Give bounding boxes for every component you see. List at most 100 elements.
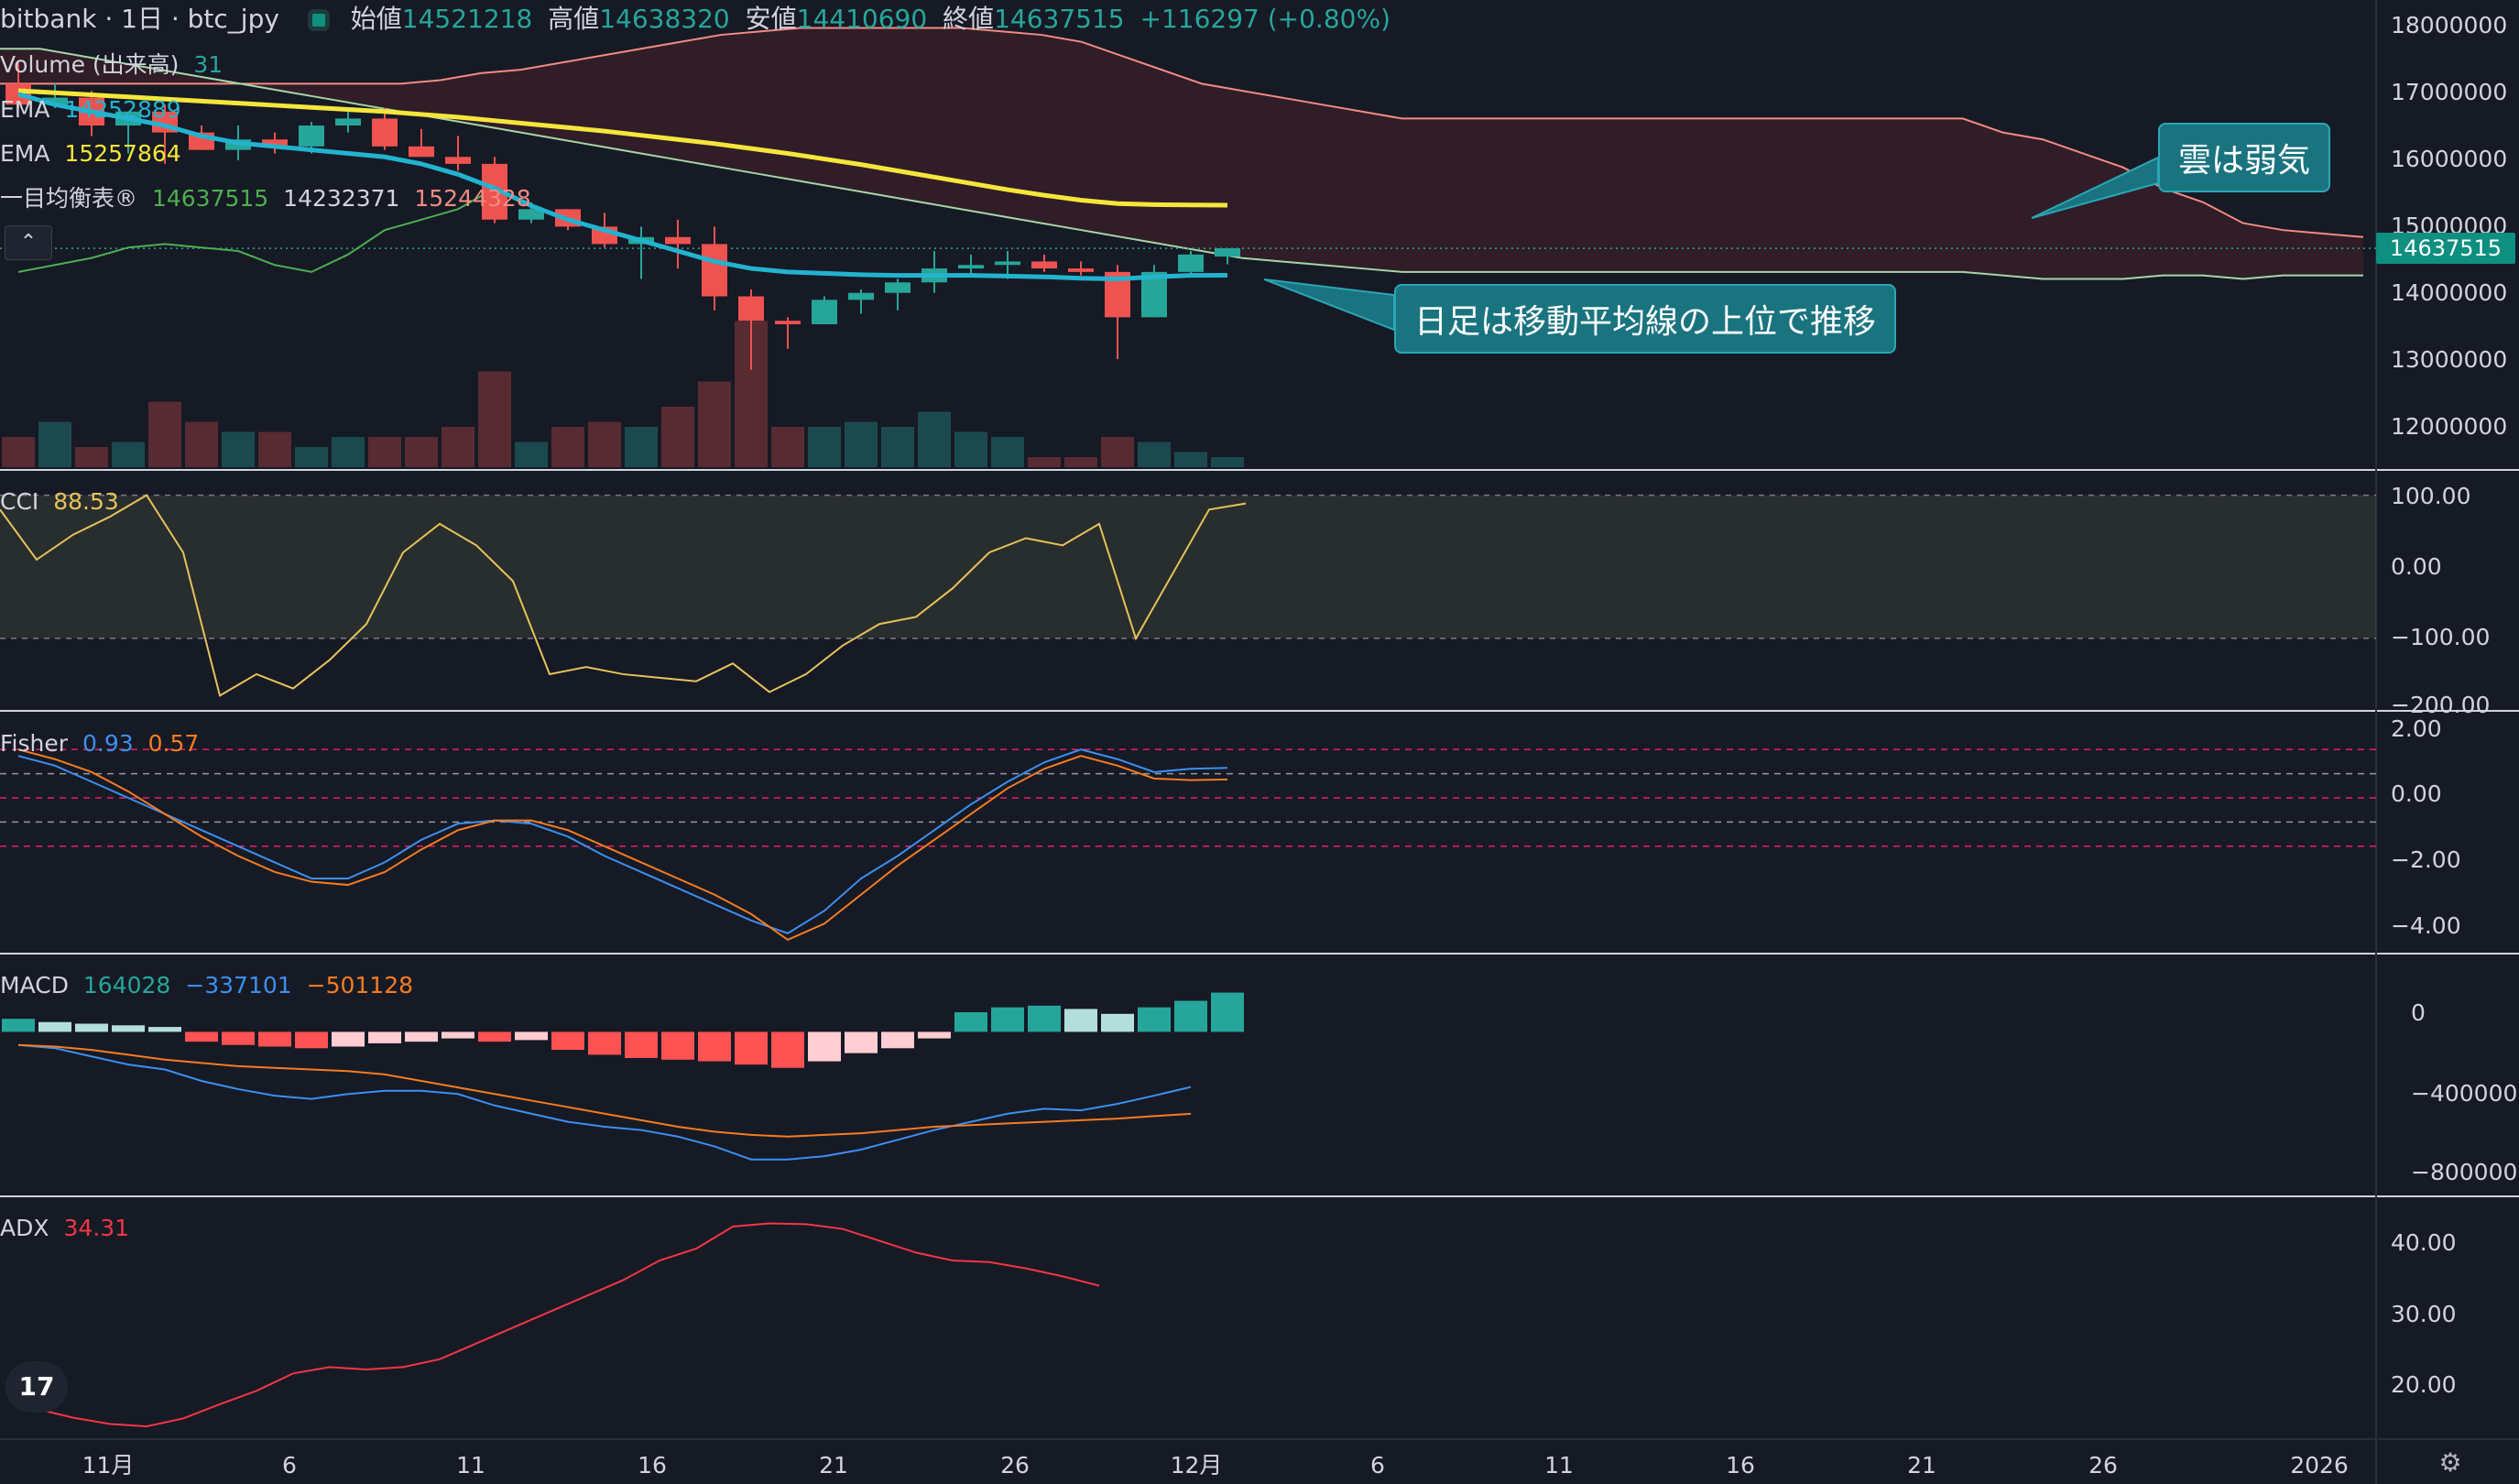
candle-body bbox=[335, 118, 361, 126]
ichimoku-label: 一目均衡表® bbox=[0, 185, 138, 212]
ema-slow-label: EMA bbox=[0, 140, 50, 167]
settings-gear-icon[interactable]: ⚙ bbox=[2438, 1447, 2462, 1478]
time-axis-label: 21 bbox=[1907, 1452, 1936, 1479]
candle-body bbox=[738, 296, 764, 322]
collapse-legend-button[interactable]: ⌃ bbox=[5, 225, 52, 260]
volume-bar bbox=[625, 427, 658, 467]
price-pane[interactable] bbox=[0, 27, 2376, 467]
fisher-axis-label: 2.00 bbox=[2391, 715, 2442, 742]
volume-bar bbox=[368, 437, 401, 467]
callout-above-ma[interactable]: 日足は移動平均線の上位で推移 bbox=[1394, 284, 1897, 354]
volume-bar bbox=[38, 421, 71, 467]
volume-bar bbox=[258, 431, 291, 467]
fisher-trigger-line bbox=[17, 748, 1228, 942]
adx-pane[interactable] bbox=[36, 1222, 1100, 1428]
macd-histogram-bar bbox=[808, 1031, 841, 1062]
volume-bar bbox=[808, 427, 841, 467]
candle-body bbox=[445, 157, 471, 164]
volume-bar bbox=[442, 427, 474, 467]
macd-label: MACD bbox=[0, 972, 69, 998]
time-axis-label: 6 bbox=[1370, 1452, 1385, 1479]
macd-pane[interactable] bbox=[2, 992, 1244, 1161]
macd-histogram-bar bbox=[551, 1031, 584, 1051]
macd-line-value: −337101 bbox=[185, 972, 292, 998]
candle-body bbox=[665, 236, 691, 245]
price-axis-label: 14000000 bbox=[2391, 279, 2507, 306]
time-axis-label: 26 bbox=[2088, 1452, 2118, 1479]
ema-fast-label: EMA bbox=[0, 96, 50, 123]
price-axis-label: 18000000 bbox=[2391, 12, 2507, 38]
volume-bar bbox=[148, 401, 181, 467]
macd-axis-label: −400000 bbox=[2411, 1080, 2517, 1107]
macd-histogram-bar bbox=[75, 1023, 108, 1032]
candle-body bbox=[299, 125, 324, 147]
macd-histogram-bar bbox=[405, 1031, 438, 1042]
time-axis-label: 11月 bbox=[82, 1452, 135, 1479]
tradingview-logo[interactable]: 17 bbox=[5, 1361, 68, 1413]
adx-axis-label: 20.00 bbox=[2391, 1371, 2457, 1398]
candle-body bbox=[1215, 247, 1240, 257]
volume-bar bbox=[845, 421, 878, 467]
open-label: 始値 bbox=[350, 4, 402, 34]
candle-body bbox=[885, 282, 911, 293]
symbol-title[interactable]: bitbank · 1日 · btc_jpy bbox=[0, 4, 279, 34]
current-price-tag: 14637515 bbox=[2376, 233, 2515, 264]
candle-body bbox=[775, 321, 801, 324]
time-axis-label: 6 bbox=[282, 1452, 297, 1479]
fisher-value-2: 0.57 bbox=[147, 730, 200, 757]
ema-fast-legend[interactable]: EMA 14252889 bbox=[0, 96, 189, 124]
cci-pane[interactable] bbox=[0, 494, 2376, 697]
chevron-up-icon: ⌃ bbox=[19, 231, 38, 254]
volume-bar bbox=[698, 381, 731, 467]
cci-label: CCI bbox=[0, 488, 39, 515]
ichimoku-legend[interactable]: 一目均衡表® 14637515 14232371 15244328 bbox=[0, 185, 539, 213]
macd-histogram-bar bbox=[918, 1031, 951, 1039]
volume-legend[interactable]: Volume (出来高) 31 bbox=[0, 51, 230, 79]
time-axis-label: 16 bbox=[1726, 1452, 1755, 1479]
macd-histogram-bar bbox=[295, 1031, 328, 1049]
macd-legend[interactable]: MACD 164028 −337101 −501128 bbox=[0, 972, 420, 999]
macd-histogram-bar bbox=[771, 1031, 804, 1068]
macd-histogram-bar bbox=[148, 1027, 181, 1032]
macd-axis-label: −800000 bbox=[2411, 1159, 2517, 1185]
volume-bar bbox=[295, 447, 328, 467]
time-axis-label: 2026 bbox=[2290, 1452, 2349, 1479]
time-axis-label: 26 bbox=[1000, 1452, 1030, 1479]
high-label: 高値 bbox=[548, 4, 600, 34]
candle-body bbox=[702, 244, 727, 297]
macd-histogram-bar bbox=[881, 1031, 914, 1049]
volume-bar bbox=[918, 411, 951, 467]
volume-bar bbox=[991, 437, 1024, 467]
candle-body bbox=[409, 146, 434, 158]
cci-axis-label: −200.00 bbox=[2391, 692, 2490, 718]
macd-histogram-bar bbox=[38, 1021, 71, 1032]
macd-histogram-bar bbox=[332, 1031, 365, 1047]
volume-bar bbox=[551, 427, 584, 467]
adx-label: ADX bbox=[0, 1215, 49, 1241]
fisher-pane[interactable] bbox=[0, 748, 2376, 942]
macd-histogram-bar bbox=[185, 1031, 218, 1042]
ema-fast-line bbox=[17, 92, 1228, 281]
ema-slow-legend[interactable]: EMA 15257864 bbox=[0, 140, 189, 168]
volume-bar bbox=[2, 437, 35, 467]
cci-legend[interactable]: CCI 88.53 bbox=[0, 488, 126, 516]
volume-bar bbox=[332, 437, 365, 467]
volume-bar bbox=[185, 421, 218, 467]
adx-legend[interactable]: ADX 34.31 bbox=[0, 1215, 136, 1242]
macd-histogram-bar bbox=[625, 1031, 658, 1058]
macd-histogram-bar bbox=[588, 1031, 621, 1055]
time-axis-label: 12月 bbox=[1171, 1452, 1223, 1479]
time-axis-label: 16 bbox=[638, 1452, 667, 1479]
fisher-legend[interactable]: Fisher 0.93 0.57 bbox=[0, 730, 206, 758]
fisher-value-1: 0.93 bbox=[82, 730, 134, 757]
callout-cloud-bearish[interactable]: 雲は弱気 bbox=[2158, 123, 2331, 192]
volume-bar bbox=[1174, 452, 1207, 467]
volume-bar bbox=[478, 371, 511, 467]
volume-bar bbox=[75, 447, 108, 467]
macd-histogram-bar bbox=[954, 1012, 987, 1032]
macd-histogram-bar bbox=[478, 1031, 511, 1042]
volume-bar bbox=[771, 427, 804, 467]
high-value: 14638320 bbox=[599, 4, 730, 34]
adx-axis-label: 30.00 bbox=[2391, 1301, 2457, 1327]
